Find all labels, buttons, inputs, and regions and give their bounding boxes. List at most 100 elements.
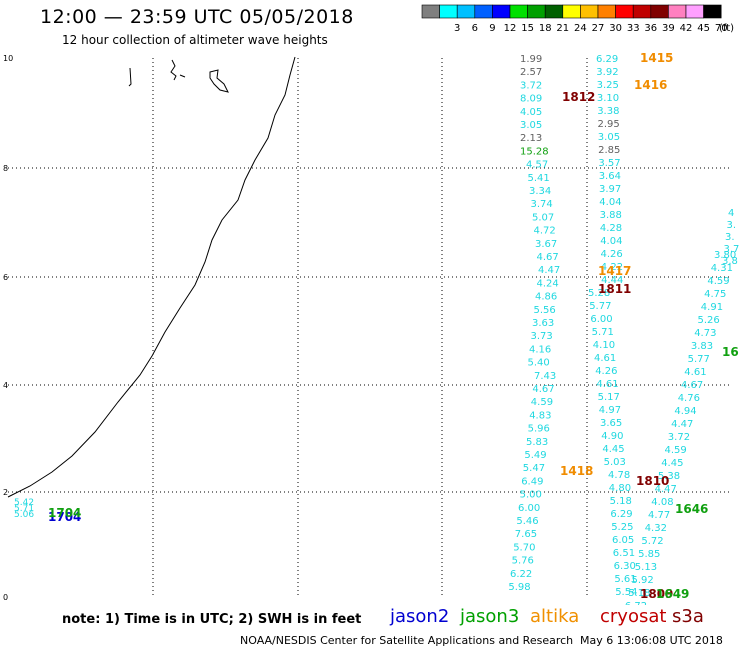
- left-track-value: 4.59: [531, 397, 553, 408]
- left-track-value: 5.49: [524, 450, 546, 461]
- edge-track-value: 3.7: [724, 244, 740, 255]
- island-outline: [171, 60, 176, 80]
- x-tick-label: 51: [293, 604, 303, 605]
- time-label: 1704: [48, 506, 81, 520]
- left-track-value: 4.72: [534, 226, 556, 237]
- middle-track-value: 3.05: [598, 132, 620, 143]
- right-track-value: 5.77: [688, 354, 710, 365]
- left-track-value: 4.05: [520, 107, 542, 118]
- edge-track-value: 3.: [727, 220, 737, 231]
- edge-track-value: 4: [728, 208, 734, 219]
- x-tick-label: 45: [3, 604, 13, 605]
- island-outline: [129, 68, 131, 86]
- left-track-value: 15.28: [520, 146, 549, 157]
- time-label: 1646: [675, 502, 708, 516]
- middle-track-value: 3.57: [598, 158, 620, 169]
- time-label: 1415: [640, 51, 673, 65]
- right-track-value: 4.08: [651, 497, 673, 508]
- right-track-value: 4.45: [661, 458, 683, 469]
- middle-track-value: 3.97: [599, 184, 621, 195]
- left-track-value: 5.46: [516, 516, 538, 527]
- right-track-value: 4.73: [694, 328, 716, 339]
- middle-track-value: 3.38: [597, 106, 619, 117]
- middle-track-value: 2.85: [598, 145, 620, 156]
- right-track-value: 4.32: [645, 523, 667, 534]
- left-track-value: 6.49: [521, 476, 543, 487]
- right-track-value: 4.61: [684, 367, 706, 378]
- y-tick-label: 4: [3, 381, 8, 390]
- left-track-value: 3.67: [535, 239, 557, 250]
- right-track-value: 4.59: [665, 445, 687, 456]
- x-tick-label: 60: [727, 604, 737, 605]
- left-track-value: 3.73: [531, 331, 553, 342]
- left-track-value: 5.56: [534, 305, 556, 316]
- y-tick-label: 6: [3, 273, 8, 282]
- left-track-value: 4.67: [532, 384, 554, 395]
- right-track-value: 4.75: [704, 289, 726, 300]
- middle-track-value: 4.04: [600, 236, 622, 247]
- right-track-value: 4.77: [648, 510, 670, 521]
- middle-track-value: 6.51: [613, 548, 635, 559]
- left-track-value: 4.86: [535, 292, 557, 303]
- middle-track-value: 3.65: [600, 418, 622, 429]
- left-track-value: 5.00: [520, 490, 542, 501]
- right-track-value: 5.26: [698, 315, 720, 326]
- right-track-value: 3.72: [668, 432, 690, 443]
- credit-line: NOAA/NESDIS Center for Satellite Applica…: [240, 634, 573, 647]
- left-track-value: 3.74: [531, 199, 553, 210]
- middle-track-value: 6.30: [614, 561, 636, 572]
- left-track-value: 4.67: [537, 252, 559, 263]
- left-track-value: 1.99: [520, 54, 542, 65]
- coastline: [8, 57, 295, 497]
- middle-track-value: 4.78: [608, 470, 630, 481]
- middle-track-value: 3.10: [597, 93, 619, 104]
- left-track-value: 5.98: [508, 582, 530, 593]
- left-track-value: 2.57: [520, 67, 542, 78]
- legend-jason2: jason2: [390, 606, 449, 627]
- middle-track-value: 6.29: [610, 509, 632, 520]
- time-label: 1417: [598, 264, 631, 278]
- y-tick-label: 10: [3, 54, 13, 63]
- middle-track-value: 4.61: [596, 379, 618, 390]
- middle-track-value: 2.95: [598, 119, 620, 130]
- middle-track-value: 4.28: [600, 223, 622, 234]
- left-track-value: 2.13: [520, 133, 542, 144]
- altimeter-map: 45485154576002468101.992.573.728.094.053…: [0, 0, 740, 605]
- left-track-value: 5.70: [513, 542, 535, 553]
- y-tick-label: 2: [3, 488, 8, 497]
- y-tick-label: 8: [3, 164, 8, 173]
- left-track-value: 5.83: [526, 437, 548, 448]
- right-track-value: 5.13: [635, 562, 657, 573]
- left-track-value: 5.96: [528, 424, 550, 435]
- left-track-value: 8.09: [520, 94, 542, 105]
- right-track-value: 5.92: [632, 575, 654, 586]
- x-tick-label: 54: [437, 604, 447, 605]
- middle-track-value: 5.71: [592, 327, 614, 338]
- right-track-value: 4.59: [707, 276, 729, 287]
- middle-track-value: 5.25: [611, 522, 633, 533]
- right-track-value: 5.85: [638, 549, 660, 560]
- right-track-value: 4.76: [678, 393, 700, 404]
- left-track-value: 5.47: [523, 463, 545, 474]
- middle-track-value: 4.90: [601, 431, 623, 442]
- middle-track-value: 6.05: [612, 535, 634, 546]
- middle-track-value: 6.29: [596, 54, 618, 65]
- legend-altika: altika: [530, 606, 579, 627]
- middle-track-value: 5.18: [610, 496, 632, 507]
- left-track-value: 3.34: [529, 186, 551, 197]
- time-label: 1810: [636, 474, 669, 488]
- generation-timestamp: May 6 13:06:08 UTC 2018: [580, 634, 723, 647]
- right-track-value: 4.94: [674, 406, 696, 417]
- island-outline: [180, 75, 185, 77]
- left-track-value: 4.57: [526, 160, 548, 171]
- x-tick-label: 57: [582, 604, 592, 605]
- time-label: 1811: [598, 282, 631, 296]
- left-track-value: 4.83: [529, 410, 551, 421]
- left-track-value: 7.43: [534, 371, 556, 382]
- middle-track-value: 4.61: [594, 353, 616, 364]
- middle-track-value: 4.10: [593, 340, 615, 351]
- middle-track-value: 5.17: [598, 392, 620, 403]
- x-tick-label: 48: [148, 604, 158, 605]
- left-track-value: 5.40: [528, 358, 550, 369]
- left-track-value: 5.41: [528, 173, 550, 184]
